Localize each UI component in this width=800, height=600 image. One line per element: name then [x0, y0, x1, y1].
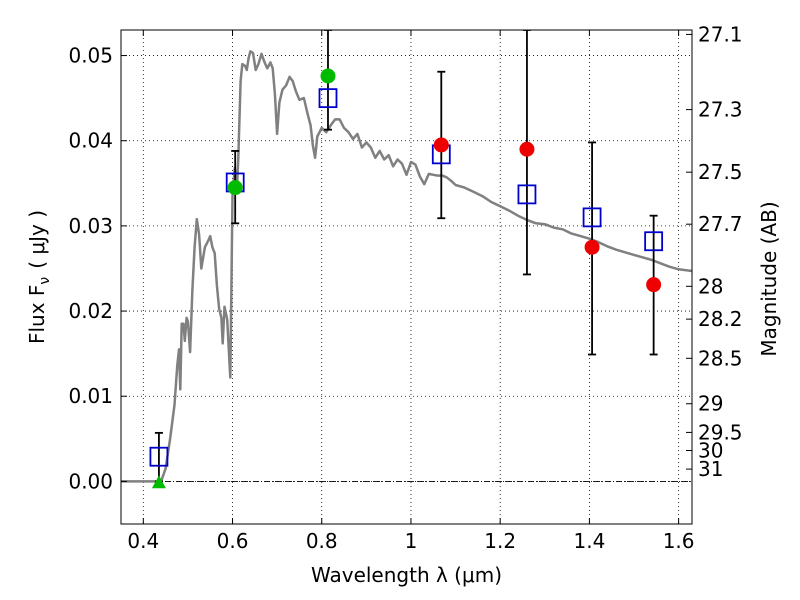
open-square-point: [318, 88, 338, 109]
y-axis-ticks: 0.00 0.01 0.02 0.03 0.04 0.05: [68, 44, 127, 493]
x-tick-label: 0.4: [127, 529, 159, 553]
magnitude-tick-label: 27.5: [698, 160, 743, 184]
x-tick-label: 1.4: [573, 529, 605, 553]
open-square-point: [644, 231, 664, 252]
open-square-point: [149, 446, 169, 467]
plot-area: [121, 30, 692, 489]
x-tick-label: 1: [405, 529, 418, 553]
y-tick-label: 0.03: [68, 214, 113, 238]
y-tick-label: 0.00: [68, 469, 113, 493]
magnitude-tick-label: 27.3: [698, 98, 743, 122]
y-tick-label: 0.05: [68, 44, 113, 68]
magnitude-tick-label: 27.1: [698, 22, 743, 46]
open-square-point: [517, 184, 537, 205]
filled-circle-point: [227, 180, 243, 196]
y-axis-label-unit: ( μJy ): [25, 210, 49, 269]
magnitude-tick-label: 30: [698, 438, 723, 462]
filled-circle-point: [320, 68, 336, 84]
filled-circle-point: [433, 137, 449, 153]
plot-frame: [120, 29, 693, 525]
filled-circle-point: [519, 141, 535, 157]
model-spectrum-curve: [121, 50, 692, 483]
errorbars: [154, 30, 658, 483]
filled-circle-point: [584, 239, 600, 255]
magnitude-axis-label: Magnitude (AB): [757, 201, 781, 356]
open-square-point: [582, 207, 602, 228]
x-axis-label: Wavelength λ (μm): [311, 563, 502, 587]
y-tick-label: 0.02: [68, 299, 113, 323]
filled-circle-point: [646, 277, 662, 293]
data-points: [149, 68, 664, 489]
magnitude-tick-label: 28.2: [698, 307, 743, 331]
x-axis-ticks: 0.4 0.6 0.8 1 1.2 1.4 1.6: [127, 30, 695, 553]
magnitude-tick-label: 29: [698, 392, 723, 416]
magnitude-tick-label: 28.5: [698, 346, 743, 370]
x-tick-label: 1.2: [484, 529, 516, 553]
magnitude-tick-label: 28: [698, 274, 723, 298]
y-tick-label: 0.01: [68, 384, 113, 408]
x-tick-label: 0.6: [217, 529, 249, 553]
triangle-point: [151, 475, 166, 489]
y-tick-label: 0.04: [68, 129, 113, 153]
x-tick-label: 1.6: [663, 529, 695, 553]
y-axis-label: Flux Fν ( μJy ): [25, 210, 53, 344]
y-axis-label-main: Flux F: [25, 285, 49, 344]
x-tick-label: 0.8: [306, 529, 338, 553]
magnitude-tick-label: 29.5: [698, 420, 743, 444]
y-axis-label-subscript: ν: [37, 277, 53, 285]
magnitude-tick-label: 27.7: [698, 212, 743, 236]
grid: [121, 30, 692, 524]
magnitude-tick-label: 31: [698, 457, 723, 481]
